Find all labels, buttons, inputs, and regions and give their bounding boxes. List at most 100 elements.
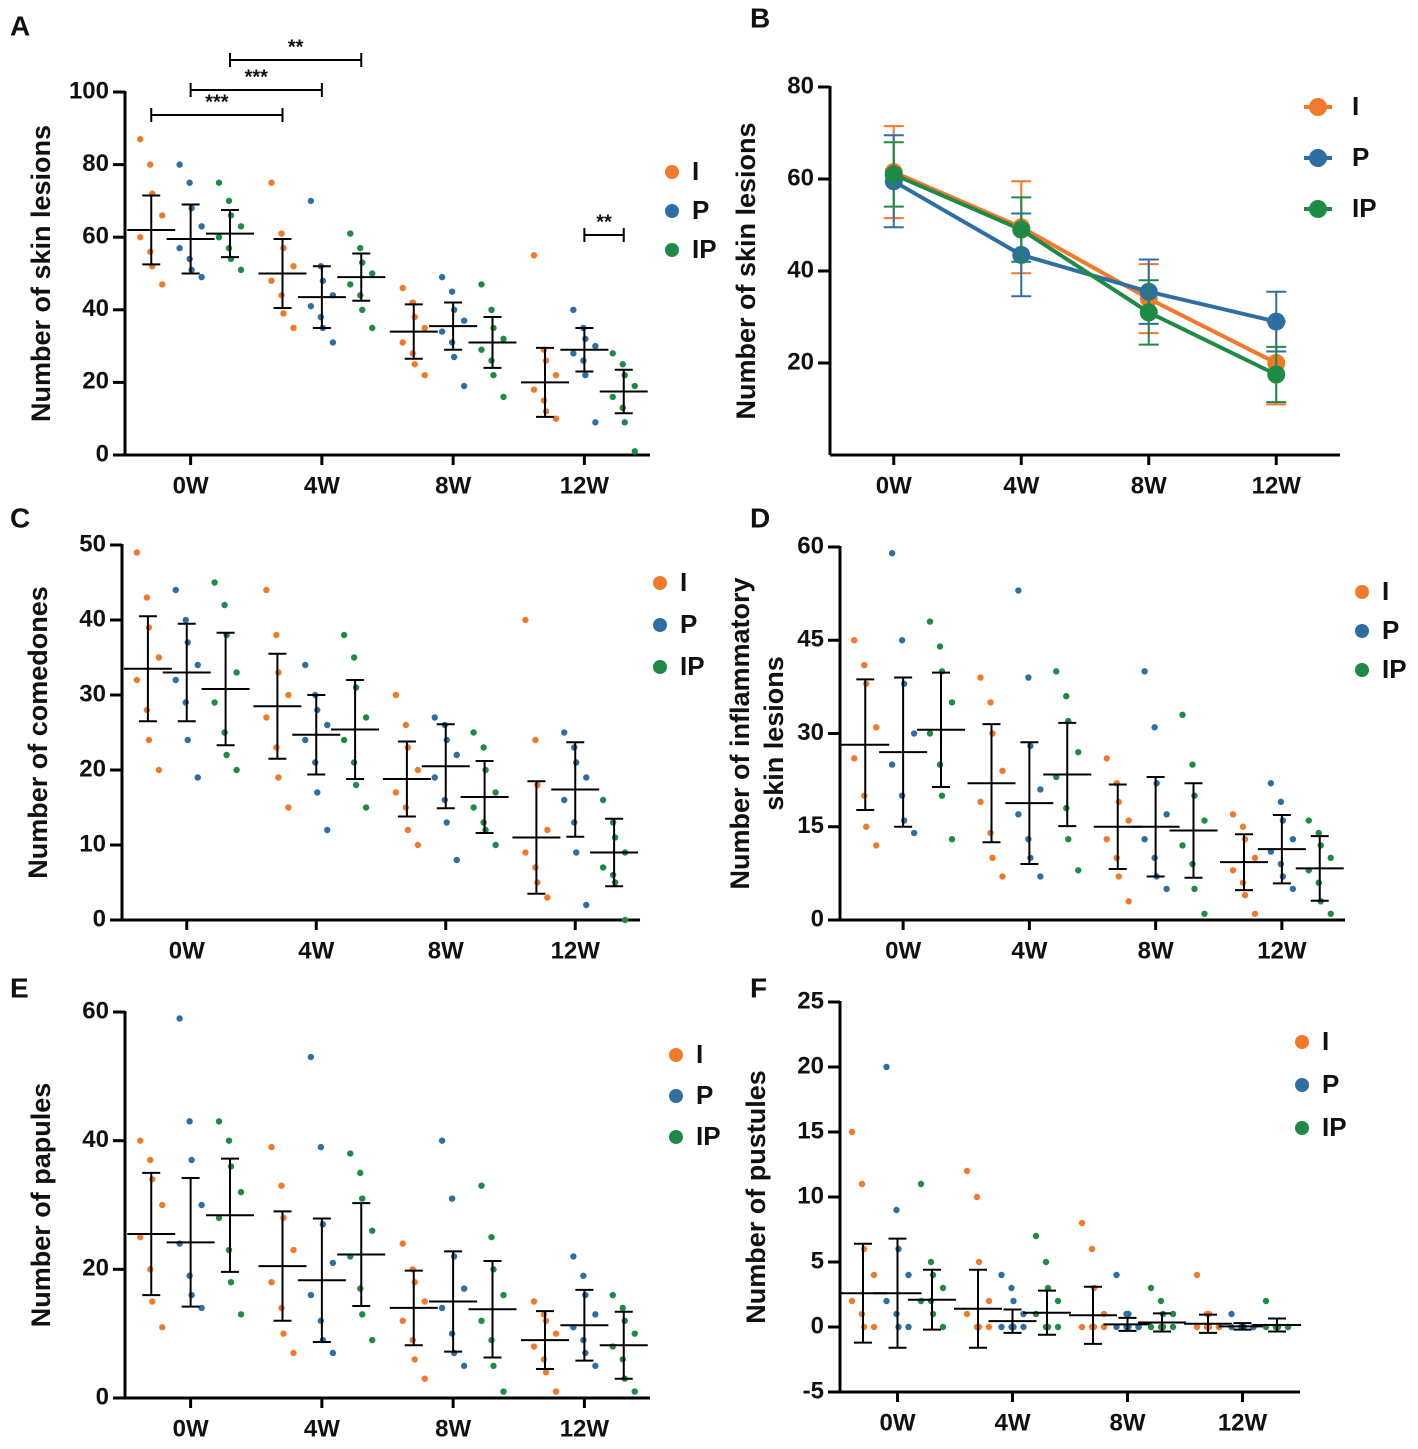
data-point <box>1163 811 1170 818</box>
data-point <box>898 637 906 644</box>
data-point <box>237 1188 245 1196</box>
data-point <box>137 135 144 143</box>
data-point <box>1075 748 1082 756</box>
data-point <box>1015 587 1022 594</box>
x-tick-label: 8W <box>1138 937 1174 964</box>
data-point <box>1054 1297 1062 1305</box>
data-point <box>143 594 151 601</box>
data-point <box>1327 910 1334 917</box>
data-point <box>159 212 166 219</box>
data-point <box>450 353 458 361</box>
data-point <box>411 361 418 368</box>
data-point <box>1193 1271 1201 1279</box>
data-point <box>1277 798 1285 806</box>
data-point <box>359 1311 366 1318</box>
data-point <box>592 1311 599 1318</box>
data-point <box>421 1375 428 1382</box>
data-point <box>188 1156 195 1164</box>
data-point <box>1008 1284 1015 1292</box>
y-tick-label: 0 <box>811 1312 824 1339</box>
legend-label: I <box>1352 91 1359 121</box>
data-point <box>1179 711 1186 719</box>
data-point <box>1147 1323 1155 1331</box>
legend-label: P <box>696 1080 713 1110</box>
data-point <box>492 841 499 849</box>
legend-marker <box>1355 663 1369 677</box>
data-point <box>225 1137 233 1144</box>
data-point <box>215 179 223 186</box>
data-point <box>324 826 331 834</box>
x-tick-label: 4W <box>298 937 334 964</box>
line-marker <box>1012 220 1031 239</box>
data-point <box>215 1118 223 1125</box>
data-point <box>1015 811 1022 818</box>
data-point <box>307 1291 315 1299</box>
y-tick-label: 20 <box>82 1255 109 1282</box>
x-tick-label: 12W <box>1257 937 1307 964</box>
data-point <box>1289 885 1297 893</box>
legend-marker <box>665 165 679 179</box>
data-point <box>1141 835 1148 843</box>
data-point <box>340 736 348 744</box>
y-tick-label: 50 <box>79 530 106 557</box>
panel-5: F Number of pustules -5 0 5 10 15 20 25 0W 4W 8W 12W… <box>741 972 1346 1436</box>
data-point <box>357 1169 364 1177</box>
data-point <box>369 324 376 332</box>
data-point <box>1201 817 1208 824</box>
data-point <box>290 263 297 270</box>
x-tick-label: 12W <box>1252 472 1302 499</box>
data-point <box>552 415 560 422</box>
data-point <box>1054 1323 1062 1331</box>
data-point <box>1020 1323 1027 1331</box>
data-point <box>1157 1297 1165 1305</box>
data-point <box>176 161 183 168</box>
legend-label: IP <box>1382 654 1407 684</box>
x-tick-label: 0W <box>880 1409 916 1436</box>
data-point <box>592 1362 599 1370</box>
data-point <box>147 1156 154 1164</box>
data-point <box>278 230 285 237</box>
y-tick-label: 30 <box>79 680 106 707</box>
data-point <box>237 266 245 274</box>
data-point <box>280 1330 287 1337</box>
data-point <box>324 721 331 729</box>
data-point <box>198 223 205 230</box>
data-point <box>1163 885 1170 893</box>
y-tick-label: 15 <box>797 1117 824 1144</box>
y-tick-label: 20 <box>82 368 109 395</box>
data-point <box>1065 835 1072 843</box>
data-point <box>402 804 410 811</box>
data-point <box>998 1323 1005 1331</box>
data-point <box>414 841 422 849</box>
data-point <box>1305 817 1312 824</box>
data-point <box>147 161 154 168</box>
data-point <box>1010 1297 1017 1305</box>
data-point <box>399 339 406 346</box>
data-point <box>133 549 141 556</box>
significance-label: ** <box>288 36 304 58</box>
data-point <box>369 1336 376 1344</box>
data-point <box>347 1150 354 1157</box>
data-point <box>453 856 460 864</box>
data-point <box>573 849 580 856</box>
data-point <box>460 382 468 390</box>
y-axis-label: Number of skin lesions <box>26 125 56 422</box>
data-point <box>609 350 616 357</box>
data-point <box>411 1356 418 1363</box>
data-point <box>478 346 485 353</box>
y-tick-label: -5 <box>803 1377 824 1404</box>
legend-label: P <box>1322 1069 1339 1099</box>
x-tick-label: 8W <box>1131 472 1167 499</box>
data-point <box>570 1253 577 1260</box>
data-point <box>1251 854 1259 862</box>
data-point <box>307 1053 315 1061</box>
y-tick-label: 60 <box>82 997 109 1024</box>
x-tick-label: 12W <box>551 937 601 964</box>
data-point <box>194 661 201 669</box>
x-tick-label: 0W <box>169 937 205 964</box>
data-point <box>448 288 456 295</box>
panel-label: E <box>10 972 29 1003</box>
data-point <box>1267 780 1275 787</box>
data-point <box>599 796 607 804</box>
